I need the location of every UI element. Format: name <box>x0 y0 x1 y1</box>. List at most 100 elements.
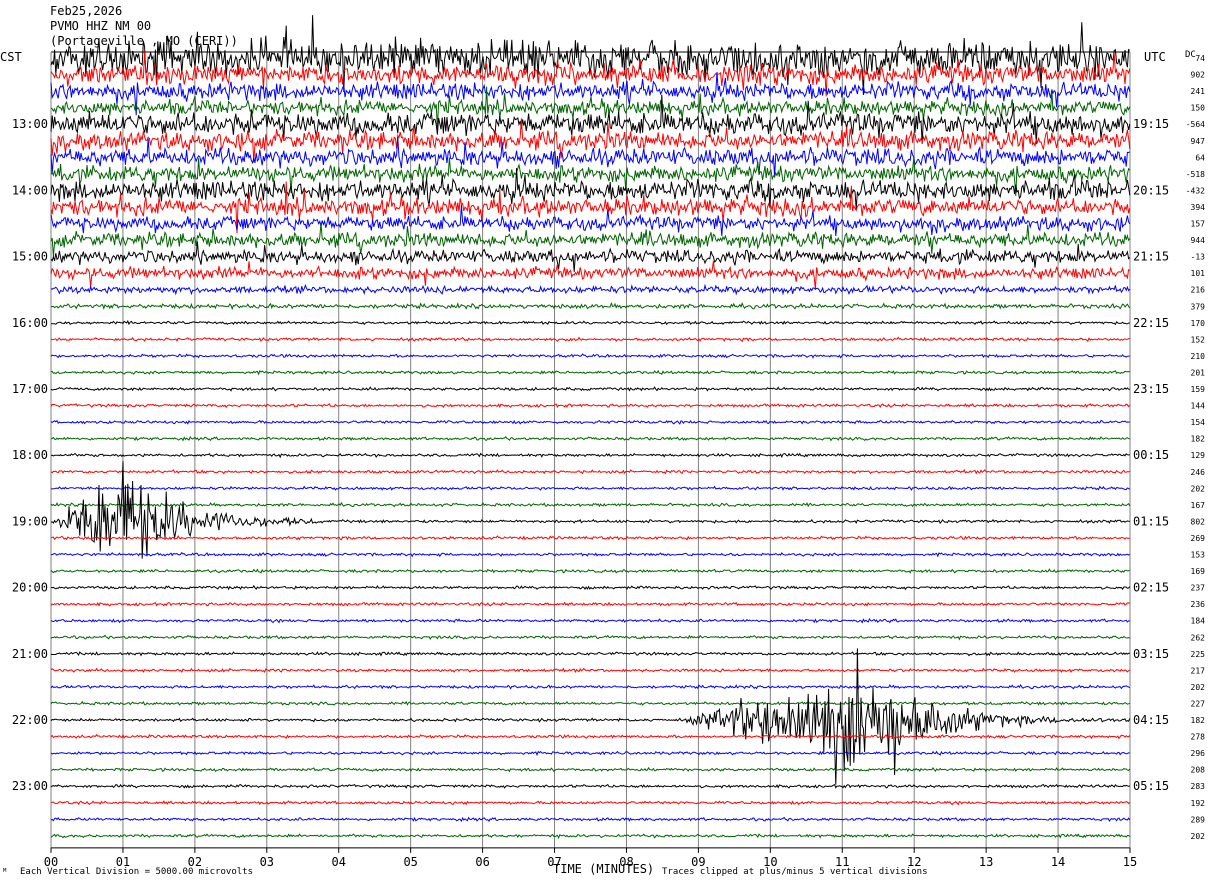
trace-row-9 <box>50 181 1131 234</box>
dc-offset-value: -518 <box>1186 170 1205 179</box>
left-hour-label: 16:00 <box>12 316 48 330</box>
trace-row-1 <box>50 51 1131 97</box>
dc-offset-value: 101 <box>1191 269 1206 278</box>
dc-offset-value: 74 <box>1195 54 1205 63</box>
x-tick-label: 01 <box>116 855 130 869</box>
trace-row-5 <box>50 118 1131 163</box>
clip-note: Traces clipped at plus/minus 5 vertical … <box>662 867 928 877</box>
right-hour-label: 00:15 <box>1133 448 1169 462</box>
trace-row-15 <box>50 302 1131 311</box>
dc-offset-value: 246 <box>1191 468 1206 477</box>
trace-row-19 <box>50 369 1130 376</box>
left-hour-label: 18:00 <box>12 448 48 462</box>
dc-offset-value: 64 <box>1195 153 1205 162</box>
dc-offset-value: 802 <box>1191 517 1206 526</box>
trace-row-14 <box>50 283 1131 296</box>
x-tick-label: 05 <box>403 855 417 869</box>
x-tick-label: 06 <box>475 855 489 869</box>
dc-offset-value: 947 <box>1191 137 1206 146</box>
trace-row-31 <box>50 568 1131 574</box>
x-tick-label: 03 <box>260 855 274 869</box>
corner-mark: ᴹ <box>2 868 8 878</box>
x-tick-label: 13 <box>979 855 993 869</box>
trace-row-44 <box>50 783 1130 789</box>
right-hour-label: 04:15 <box>1133 713 1169 727</box>
trace-row-0 <box>50 15 1131 96</box>
dc-offset-value: 227 <box>1191 699 1206 708</box>
dc-offset-value: 152 <box>1191 335 1206 344</box>
dc-offset-value: 157 <box>1191 220 1206 229</box>
x-tick-label: 02 <box>188 855 202 869</box>
trace-row-4 <box>50 94 1131 145</box>
trace-row-16 <box>50 320 1130 326</box>
x-tick-label: 04 <box>332 855 346 869</box>
dc-offset-value: 153 <box>1191 551 1206 560</box>
dc-offset-value: 154 <box>1191 418 1206 427</box>
right-hour-label: 05:15 <box>1133 779 1169 793</box>
trace-row-43 <box>50 766 1131 773</box>
left-hour-label: 21:00 <box>12 647 48 661</box>
dc-offset-value: 217 <box>1191 666 1206 675</box>
dc-offset-value: 278 <box>1191 733 1206 742</box>
dc-offset-value: 202 <box>1191 683 1206 692</box>
trace-row-35 <box>50 634 1131 641</box>
trace-row-28 <box>50 461 1130 559</box>
trace-row-37 <box>50 667 1131 674</box>
x-tick-label: 14 <box>1051 855 1065 869</box>
trace-row-17 <box>50 336 1131 343</box>
dc-offset-value: -432 <box>1186 186 1205 195</box>
x-tick-label: 12 <box>907 855 921 869</box>
left-hour-label: 14:00 <box>12 183 48 197</box>
dc-offset-value: 394 <box>1191 203 1206 212</box>
dc-offset-value: 129 <box>1191 451 1206 460</box>
dc-offset-value: 269 <box>1191 534 1206 543</box>
x-tick-label: 15 <box>1123 855 1137 869</box>
trace-row-30 <box>50 551 1131 558</box>
dc-offset-value: 241 <box>1191 87 1206 96</box>
trace-row-2 <box>50 71 1131 116</box>
dc-offset-value: 289 <box>1191 815 1206 824</box>
dc-offset-value: 208 <box>1191 766 1206 775</box>
trace-row-10 <box>50 204 1131 237</box>
trace-row-34 <box>50 617 1130 624</box>
x-tick-label: 07 <box>547 855 561 869</box>
trace-row-40 <box>50 648 1131 785</box>
trace-row-45 <box>50 800 1131 806</box>
dc-offset-value: 182 <box>1191 716 1206 725</box>
dc-offset-value: 202 <box>1191 484 1206 493</box>
trace-row-6 <box>50 136 1131 178</box>
trace-row-38 <box>50 683 1131 690</box>
dc-offset-value: 296 <box>1191 749 1206 758</box>
trace-row-36 <box>50 651 1130 657</box>
x-tick-label: 09 <box>691 855 705 869</box>
trace-row-46 <box>50 816 1131 823</box>
trace-row-47 <box>50 833 1131 840</box>
trace-row-29 <box>50 535 1130 541</box>
right-hour-label: 20:15 <box>1133 183 1169 197</box>
right-hour-label: 21:15 <box>1133 250 1169 264</box>
right-hour-label: 03:15 <box>1133 647 1169 661</box>
dc-offset-value: 379 <box>1191 302 1206 311</box>
x-tick-label: 10 <box>763 855 777 869</box>
trace-row-23 <box>50 435 1131 442</box>
dc-offset-value: -564 <box>1186 120 1205 129</box>
dc-offset-value: 210 <box>1191 352 1206 361</box>
dc-offset-value: -13 <box>1191 253 1206 262</box>
trace-row-33 <box>50 601 1130 607</box>
left-hour-label: 15:00 <box>12 250 48 264</box>
trace-row-12 <box>50 241 1131 272</box>
dc-offset-value: 236 <box>1191 600 1206 609</box>
left-hour-label: 22:00 <box>12 713 48 727</box>
left-hour-label: 13:00 <box>12 117 48 131</box>
trace-row-24 <box>50 452 1130 459</box>
trace-row-7 <box>50 157 1131 196</box>
left-timezone-label: CST <box>0 50 22 64</box>
x-tick-label: 08 <box>619 855 633 869</box>
dc-offset-value: 902 <box>1191 71 1206 80</box>
dc-offset-value: 225 <box>1191 650 1206 659</box>
dc-offset-value: 202 <box>1191 832 1206 841</box>
left-hour-label: 17:00 <box>12 382 48 396</box>
dc-offset-value: 944 <box>1191 236 1206 245</box>
dc-offset-value: 159 <box>1191 385 1206 394</box>
